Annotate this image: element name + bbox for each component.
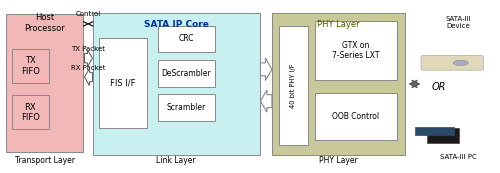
Text: SATA IP Core: SATA IP Core: [144, 20, 208, 29]
Text: SATA-III
Device: SATA-III Device: [446, 16, 471, 29]
Text: Scrambler: Scrambler: [167, 103, 206, 112]
FancyBboxPatch shape: [158, 94, 215, 121]
Polygon shape: [84, 69, 92, 86]
FancyBboxPatch shape: [427, 128, 460, 143]
FancyBboxPatch shape: [315, 93, 397, 140]
Circle shape: [454, 60, 468, 65]
FancyBboxPatch shape: [414, 127, 455, 135]
Text: SATA-III PC: SATA-III PC: [440, 154, 477, 160]
Text: TX Packet: TX Packet: [72, 46, 106, 52]
Text: FIS I/F: FIS I/F: [110, 79, 136, 88]
Polygon shape: [260, 58, 272, 80]
Text: OOB Control: OOB Control: [332, 112, 380, 121]
Text: RX
FIFO: RX FIFO: [21, 103, 40, 122]
Polygon shape: [84, 50, 92, 67]
FancyBboxPatch shape: [100, 38, 147, 128]
Text: OR: OR: [432, 81, 446, 92]
Text: GTX on
7-Series LXT: GTX on 7-Series LXT: [332, 41, 380, 60]
FancyBboxPatch shape: [12, 49, 49, 83]
FancyBboxPatch shape: [272, 13, 404, 155]
FancyBboxPatch shape: [12, 95, 49, 129]
Text: TX
FIFO: TX FIFO: [21, 56, 40, 76]
Text: DeScrambler: DeScrambler: [162, 69, 212, 78]
Text: CRC: CRC: [178, 34, 194, 43]
FancyBboxPatch shape: [158, 60, 215, 86]
FancyBboxPatch shape: [93, 13, 260, 155]
Text: PHY Layer: PHY Layer: [319, 156, 358, 165]
Text: PHY Layer: PHY Layer: [317, 20, 360, 29]
Text: Host
Processor: Host Processor: [24, 13, 64, 33]
Text: 40 bit PHY I/F: 40 bit PHY I/F: [290, 63, 296, 108]
Polygon shape: [260, 90, 272, 112]
FancyBboxPatch shape: [421, 56, 484, 70]
FancyBboxPatch shape: [279, 26, 308, 145]
FancyBboxPatch shape: [6, 14, 83, 152]
FancyBboxPatch shape: [158, 26, 215, 52]
Text: RX Packet: RX Packet: [71, 65, 106, 71]
Text: Link Layer: Link Layer: [156, 156, 196, 165]
Text: Control: Control: [76, 11, 101, 17]
Text: Transport Layer: Transport Layer: [14, 156, 74, 165]
FancyBboxPatch shape: [315, 21, 397, 80]
